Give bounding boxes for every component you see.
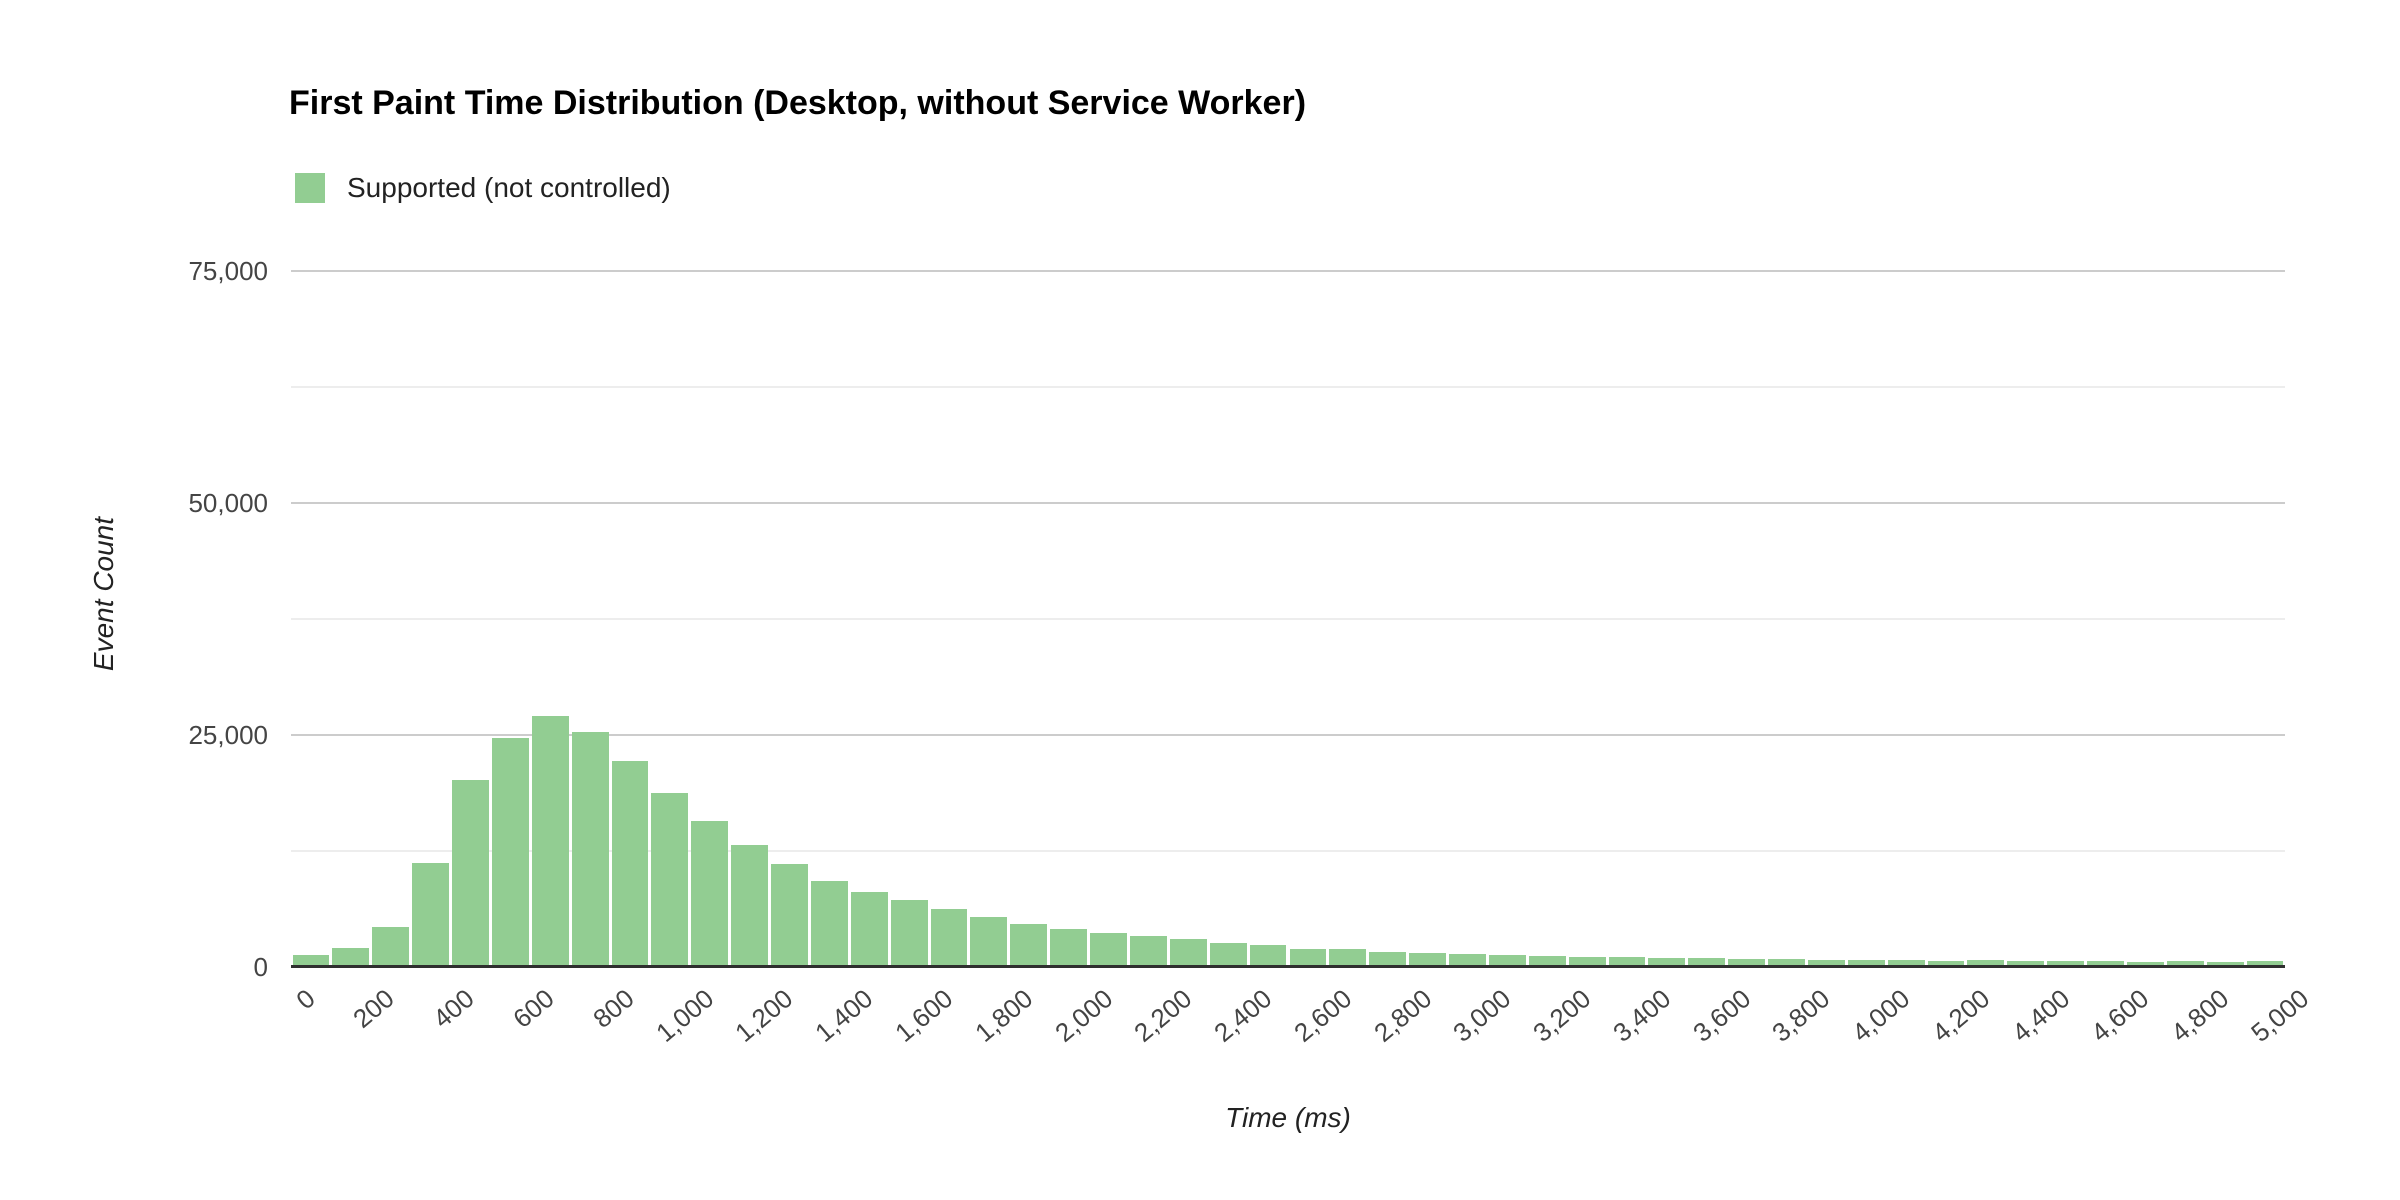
histogram-bar[interactable] bbox=[332, 947, 370, 967]
x-tick-label: 2,200 bbox=[1128, 983, 1198, 1048]
histogram-bar[interactable] bbox=[930, 908, 968, 967]
x-tick-label: 2,000 bbox=[1048, 983, 1118, 1048]
x-tick-label: 1,400 bbox=[809, 983, 879, 1048]
histogram-bar[interactable] bbox=[691, 821, 729, 967]
x-tick-label: 400 bbox=[427, 983, 480, 1034]
histogram-bar[interactable] bbox=[1847, 959, 1885, 967]
histogram-bar[interactable] bbox=[1967, 960, 2005, 967]
histogram-bar[interactable] bbox=[810, 880, 848, 967]
histogram-bar[interactable] bbox=[1648, 957, 1686, 967]
x-tick-label: 2,800 bbox=[1367, 983, 1437, 1048]
x-tick-label: 1,800 bbox=[968, 983, 1039, 1048]
legend-label: Supported (not controlled) bbox=[347, 172, 671, 203]
x-tick-label: 600 bbox=[507, 983, 560, 1034]
x-tick-label: 1,000 bbox=[649, 983, 720, 1048]
histogram-bar[interactable] bbox=[1688, 958, 1726, 967]
x-tick-label: 4,400 bbox=[2005, 983, 2076, 1048]
gridline-major bbox=[291, 270, 2285, 272]
histogram-bar[interactable] bbox=[731, 844, 769, 967]
gridline-major bbox=[291, 502, 2285, 504]
histogram-bar[interactable] bbox=[1927, 960, 1965, 967]
histogram-bar[interactable] bbox=[1528, 956, 1566, 967]
histogram-bar[interactable] bbox=[1369, 951, 1407, 967]
x-tick-label: 1,600 bbox=[889, 983, 959, 1048]
histogram-bar[interactable] bbox=[1249, 945, 1287, 967]
histogram-bar[interactable] bbox=[771, 864, 808, 967]
histogram-bar[interactable] bbox=[2087, 960, 2124, 967]
legend: Supported (not controlled) bbox=[295, 172, 671, 204]
histogram-bar[interactable] bbox=[531, 716, 569, 967]
plot-area bbox=[291, 270, 2285, 968]
x-axis-baseline bbox=[291, 965, 2285, 968]
chart-title: First Paint Time Distribution (Desktop, … bbox=[289, 84, 1307, 122]
x-axis-labels: 0 200 400 600 800 1,000 1,200 1,400 1,600 1,800 2,… bbox=[0, 983, 2400, 1073]
x-axis-title: Time (ms) bbox=[1225, 1102, 1351, 1133]
gridline-minor bbox=[291, 618, 2285, 620]
histogram-bar[interactable] bbox=[491, 737, 529, 967]
histogram-bar[interactable] bbox=[452, 780, 489, 967]
x-tick-label: 4,200 bbox=[1926, 983, 1996, 1048]
x-tick-label: 2,400 bbox=[1208, 983, 1278, 1048]
x-tick-label: 5,000 bbox=[2245, 983, 2315, 1048]
histogram-bar[interactable] bbox=[1568, 956, 1606, 967]
histogram-bar[interactable] bbox=[1329, 949, 1367, 967]
histogram-bar[interactable] bbox=[1169, 938, 1207, 967]
gridline-major bbox=[291, 734, 2285, 736]
x-tick-label: 4,600 bbox=[2085, 983, 2155, 1048]
x-tick-label: 3,600 bbox=[1686, 983, 1756, 1048]
histogram-bar[interactable] bbox=[651, 793, 689, 967]
histogram-bar[interactable] bbox=[2206, 962, 2244, 967]
x-tick-label: 3,200 bbox=[1527, 983, 1597, 1048]
x-tick-label: 0 bbox=[289, 983, 321, 1016]
histogram-bar[interactable] bbox=[571, 732, 609, 967]
x-tick-label: 4,000 bbox=[1846, 983, 1916, 1048]
x-tick-label: 3,400 bbox=[1607, 983, 1677, 1048]
x-tick-label: 3,000 bbox=[1447, 983, 1517, 1048]
histogram-bar[interactable] bbox=[292, 954, 330, 967]
histogram-bar[interactable] bbox=[1090, 932, 1127, 967]
histogram-bar[interactable] bbox=[1449, 953, 1486, 967]
histogram-bar[interactable] bbox=[412, 863, 449, 967]
y-tick-label: 75,000 bbox=[188, 256, 268, 286]
histogram-bar[interactable] bbox=[970, 916, 1008, 967]
histogram-bar[interactable] bbox=[1728, 958, 1766, 967]
histogram-bar[interactable] bbox=[890, 899, 928, 967]
histogram-bar[interactable] bbox=[850, 892, 888, 967]
histogram-bar[interactable] bbox=[1209, 942, 1247, 967]
histogram-bar[interactable] bbox=[1807, 959, 1845, 967]
histogram-bar[interactable] bbox=[1887, 960, 1925, 967]
legend-swatch bbox=[295, 173, 325, 203]
y-tick-label: 50,000 bbox=[188, 488, 268, 518]
gridline-minor bbox=[291, 386, 2285, 388]
histogram-bar[interactable] bbox=[2047, 961, 2085, 967]
histogram-bar[interactable] bbox=[2166, 960, 2204, 967]
x-tick-label: 3,800 bbox=[1766, 983, 1836, 1048]
gridline-minor bbox=[291, 850, 2285, 852]
histogram-bar[interactable] bbox=[611, 760, 649, 967]
histogram-bar[interactable] bbox=[1289, 948, 1327, 967]
y-tick-label: 25,000 bbox=[188, 720, 268, 750]
histogram-bar[interactable] bbox=[1608, 957, 1646, 967]
y-tick-label: 0 bbox=[253, 952, 268, 982]
x-tick-label: 800 bbox=[586, 983, 640, 1034]
histogram-bar[interactable] bbox=[372, 927, 410, 967]
histogram-bar[interactable] bbox=[2246, 961, 2284, 967]
x-tick-label: 4,800 bbox=[2165, 983, 2235, 1048]
histogram-bar[interactable] bbox=[1129, 936, 1167, 967]
x-tick-label: 1,200 bbox=[729, 983, 799, 1048]
x-tick-label: 200 bbox=[347, 983, 401, 1034]
x-tick-label: 2,600 bbox=[1288, 983, 1358, 1048]
histogram-bar[interactable] bbox=[1409, 953, 1446, 967]
histogram-bar[interactable] bbox=[2126, 961, 2164, 967]
histogram-bar[interactable] bbox=[1768, 959, 1805, 967]
histogram-bar[interactable] bbox=[2007, 960, 2045, 967]
histogram-bar[interactable] bbox=[1050, 928, 1088, 967]
histogram-bar[interactable] bbox=[1488, 954, 1526, 967]
histogram-bar[interactable] bbox=[1010, 924, 1048, 967]
